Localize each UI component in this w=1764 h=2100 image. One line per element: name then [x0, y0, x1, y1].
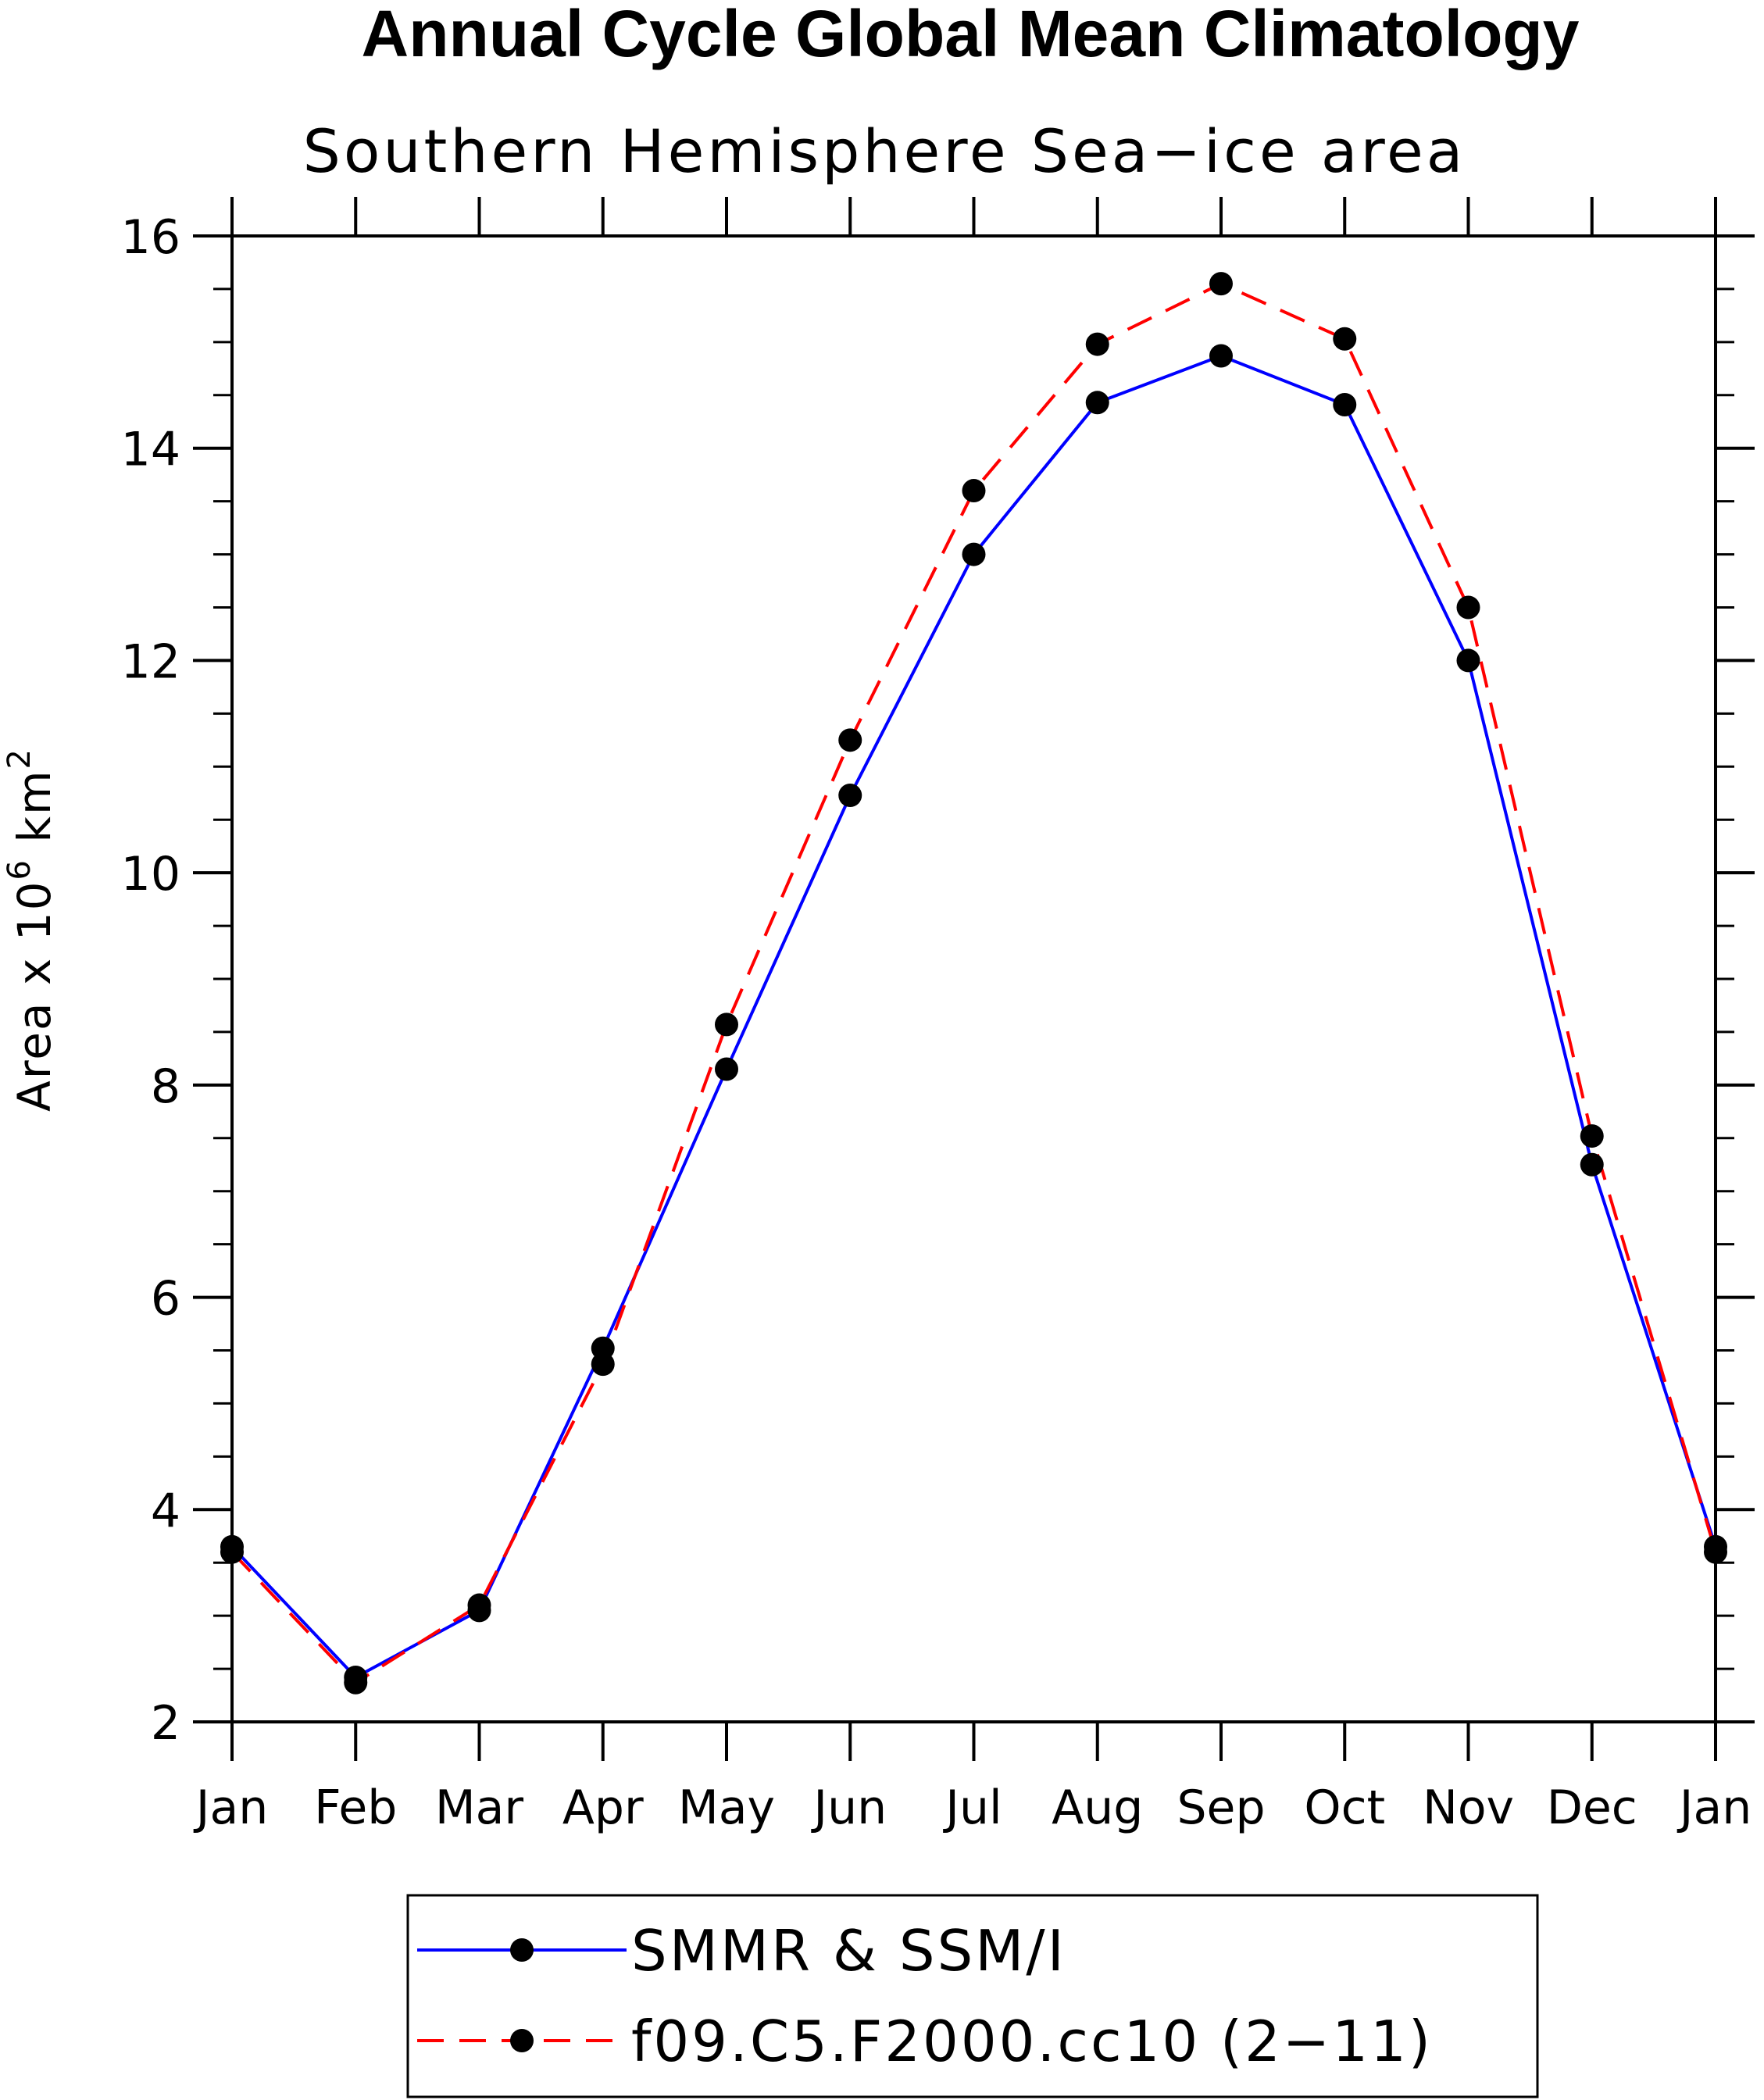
- legend-box: [406, 1894, 1539, 2098]
- legend-items: SMMR & SSM/I f09.C5.F2000.cc10 (2−11): [417, 1918, 1433, 2074]
- y-tick-label: 4: [151, 1484, 180, 1538]
- y-tick-label: 6: [151, 1272, 180, 1327]
- x-tick-label: Mar: [435, 1780, 524, 1835]
- legend-label-1: SMMR & SSM/I: [631, 1918, 1066, 1984]
- y-axis-label-unit: km: [8, 769, 61, 859]
- tick-labels: Jan Feb Mar Apr May Jun Jul Aug Sep Oct Nov Dec Jan2…: [121, 210, 1752, 1835]
- series-2-point: [838, 728, 862, 752]
- axis-ticks: [193, 197, 1755, 1761]
- series-layer: [220, 272, 1727, 1695]
- x-tick-label: Oct: [1304, 1780, 1385, 1835]
- x-tick-label: Apr: [562, 1780, 644, 1835]
- x-tick-label: Jun: [810, 1780, 887, 1835]
- plot-frame: [230, 234, 1717, 1723]
- series-1-point: [715, 1057, 738, 1081]
- series-2-point: [1209, 272, 1233, 296]
- legend-marker-1: [510, 1938, 534, 1962]
- series-1-point: [838, 783, 862, 807]
- y-tick-label: 12: [121, 634, 180, 689]
- chart-subtitle: Southern Hemisphere Sea−ice area: [303, 116, 1466, 186]
- y-axis-label-exponent: 6: [2, 859, 37, 880]
- y-tick-label: 10: [121, 847, 180, 902]
- series-2-point: [467, 1593, 491, 1617]
- series-1-point: [1333, 393, 1357, 417]
- series-1-point: [1456, 648, 1480, 673]
- x-tick-label: Sep: [1177, 1780, 1265, 1835]
- series-2-point: [344, 1670, 368, 1695]
- y-axis-label-unit-exponent: 2: [2, 748, 37, 769]
- x-tick-label: Feb: [314, 1780, 397, 1835]
- series-2-point: [1333, 327, 1357, 351]
- y-axis-label-text: Area x 10: [8, 880, 61, 1111]
- chart-title: Annual Cycle Global Mean Climatology: [362, 0, 1580, 70]
- series-1-point: [1209, 344, 1233, 368]
- x-tick-label: Nov: [1423, 1780, 1514, 1835]
- y-axis-label: Area x 106 km2: [2, 748, 61, 1112]
- x-tick-label: Aug: [1052, 1780, 1143, 1835]
- series-2-point: [1580, 1124, 1604, 1148]
- y-tick-label: 16: [121, 210, 180, 265]
- y-tick-label: 14: [121, 423, 180, 477]
- legend-marker-2: [510, 2029, 534, 2052]
- y-tick-label: 8: [151, 1059, 180, 1114]
- legend: SMMR & SSM/I f09.C5.F2000.cc10 (2−11): [406, 1894, 1539, 2098]
- legend-label-2: f09.C5.F2000.cc10 (2−11): [631, 2009, 1433, 2074]
- x-tick-label: Jan: [193, 1780, 269, 1835]
- x-tick-label: Dec: [1547, 1780, 1637, 1835]
- series-1-point: [1580, 1152, 1604, 1177]
- x-tick-label: Jul: [942, 1780, 1002, 1835]
- y-tick-label: 2: [151, 1696, 180, 1751]
- x-tick-label: May: [678, 1780, 775, 1835]
- series-2-point: [1085, 332, 1109, 356]
- series-2-point: [1456, 595, 1480, 620]
- series-2-point: [591, 1352, 615, 1377]
- series-1-point: [1085, 391, 1109, 415]
- series-2-point: [962, 479, 986, 503]
- series-2-point: [715, 1012, 738, 1037]
- series-1-point: [962, 542, 986, 566]
- x-tick-label: Jan: [1677, 1780, 1752, 1835]
